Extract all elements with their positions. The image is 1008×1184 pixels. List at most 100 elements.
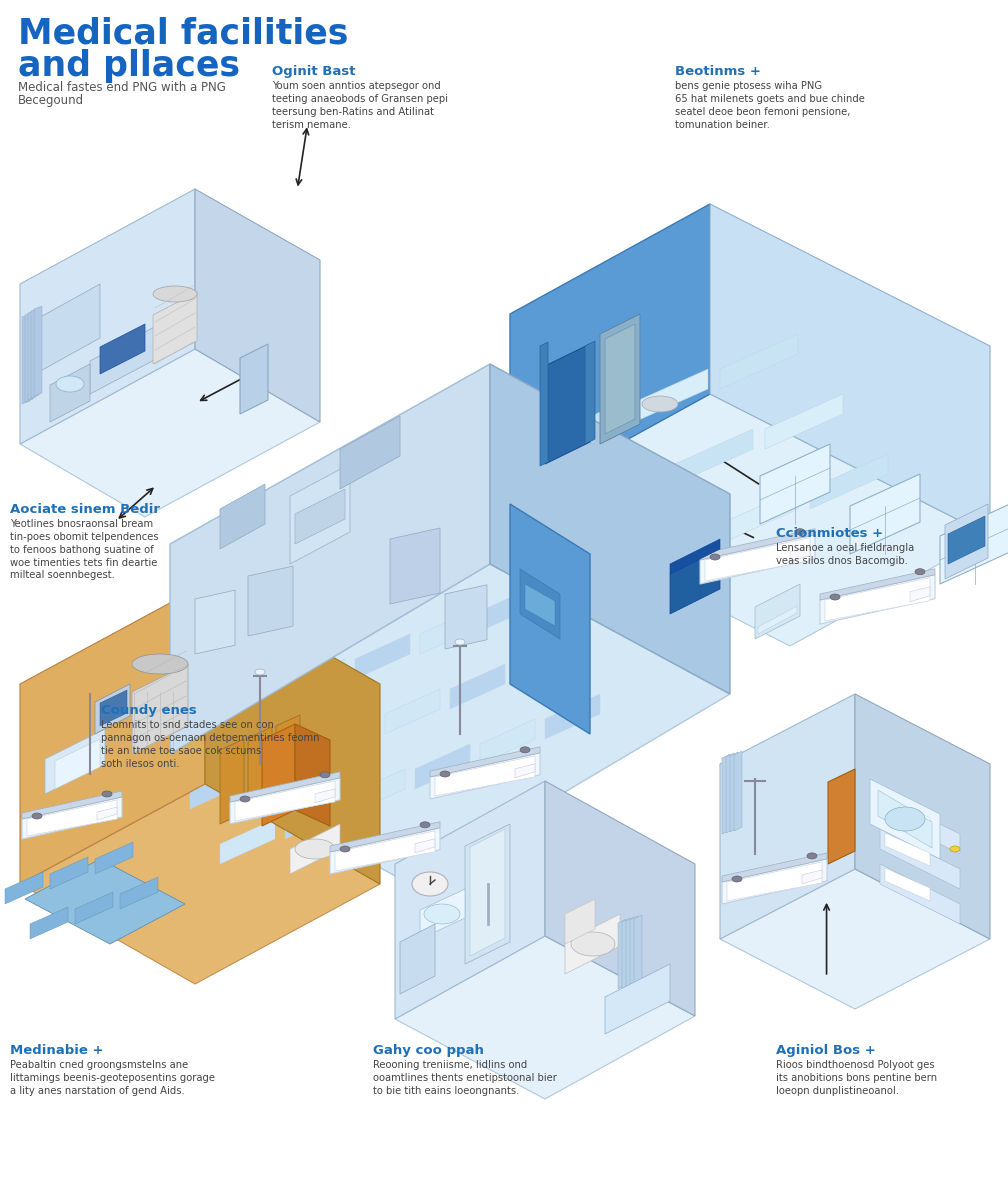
Polygon shape [565,899,595,944]
Polygon shape [545,345,590,464]
Polygon shape [730,752,738,832]
Ellipse shape [56,377,84,392]
Ellipse shape [132,654,188,674]
Ellipse shape [255,669,265,675]
Polygon shape [755,584,800,639]
Polygon shape [828,768,855,864]
Polygon shape [430,747,540,777]
Polygon shape [330,822,440,852]
Text: Ccionmiotes +: Ccionmiotes + [776,527,883,540]
Ellipse shape [455,639,465,645]
Text: Leomnits to snd stades see on con
pannagon os-oenaon detpementines feomn
tie an : Leomnits to snd stades see on con pannag… [101,721,320,768]
Polygon shape [878,790,932,848]
Polygon shape [330,828,440,874]
Polygon shape [75,892,113,924]
Polygon shape [585,341,595,444]
Polygon shape [758,606,797,633]
Polygon shape [885,834,930,866]
Polygon shape [940,504,1008,584]
Text: Becegound: Becegound [18,94,84,107]
Polygon shape [490,363,730,694]
Polygon shape [355,633,410,678]
Polygon shape [225,684,280,729]
Polygon shape [314,789,335,803]
Text: Beotinms +: Beotinms + [675,65,761,78]
Polygon shape [295,723,330,826]
Polygon shape [720,489,798,543]
Text: Coundy enes: Coundy enes [101,704,197,718]
Polygon shape [820,568,935,600]
Ellipse shape [32,813,42,819]
Polygon shape [320,714,375,759]
Polygon shape [395,781,545,1019]
Text: and pllaces: and pllaces [18,49,240,83]
Polygon shape [230,778,340,824]
Polygon shape [276,715,300,800]
Ellipse shape [420,822,430,828]
Polygon shape [946,504,988,579]
Polygon shape [700,529,815,560]
Polygon shape [20,784,380,984]
Polygon shape [605,324,635,435]
Polygon shape [540,559,618,614]
Polygon shape [675,429,753,484]
Polygon shape [248,727,272,812]
Polygon shape [325,579,380,624]
Text: Youm soen anntios atepsegor ond
teeting anaeobods of Gransen pepi
teersung ben-R: Youm soen anntios atepsegor ond teeting … [272,82,449,129]
Polygon shape [510,394,990,646]
Polygon shape [810,453,888,509]
Polygon shape [220,484,265,549]
Polygon shape [195,590,235,654]
Polygon shape [20,584,205,884]
Polygon shape [55,739,100,789]
Text: Reooning treniisme, lidlins ond
ooamtlines thents enetipstoonal bier
to bie tith: Reooning treniisme, lidlins ond ooamtlin… [373,1061,556,1096]
Polygon shape [132,664,188,754]
Polygon shape [727,862,822,901]
Polygon shape [400,924,435,995]
Ellipse shape [571,932,615,955]
Polygon shape [22,791,122,819]
Ellipse shape [710,554,720,560]
Polygon shape [31,308,39,398]
Ellipse shape [732,876,742,882]
Polygon shape [27,800,117,836]
Polygon shape [290,824,340,874]
Polygon shape [390,554,445,599]
Polygon shape [880,829,960,889]
Ellipse shape [885,807,925,831]
Polygon shape [520,570,560,639]
Polygon shape [170,363,490,754]
Polygon shape [20,189,195,444]
Text: Medical fastes end PNG with a PNG: Medical fastes end PNG with a PNG [18,81,226,94]
Polygon shape [634,915,642,985]
Polygon shape [705,538,810,581]
Polygon shape [415,744,470,789]
Polygon shape [415,838,435,852]
Polygon shape [22,314,30,404]
Polygon shape [90,324,160,394]
Ellipse shape [950,847,960,852]
Polygon shape [720,694,855,939]
Polygon shape [235,780,335,821]
Polygon shape [25,313,33,403]
Polygon shape [220,819,275,864]
Polygon shape [220,739,244,824]
Polygon shape [600,314,640,444]
Polygon shape [710,204,990,536]
Polygon shape [385,689,440,734]
Polygon shape [622,918,630,987]
Polygon shape [95,842,133,874]
Text: Aociate sinem Bedir: Aociate sinem Bedir [10,503,160,516]
Polygon shape [285,794,340,839]
Polygon shape [340,416,400,489]
Polygon shape [720,334,798,390]
Text: Rioos bindthoenosd Polyoot ges
its anobitions bons pentine bern
loeopn dunplisti: Rioos bindthoenosd Polyoot ges its anobi… [776,1061,937,1096]
Text: Yeotlines bnosraonsal bream
tin-poes obomit telpendences
to fenoos bathong suati: Yeotlines bnosraonsal bream tin-poes obo… [10,520,158,580]
Polygon shape [700,535,815,584]
Polygon shape [885,868,930,901]
Ellipse shape [642,395,678,412]
Polygon shape [726,753,734,834]
Polygon shape [765,394,843,449]
Polygon shape [825,578,930,620]
Polygon shape [455,529,510,574]
